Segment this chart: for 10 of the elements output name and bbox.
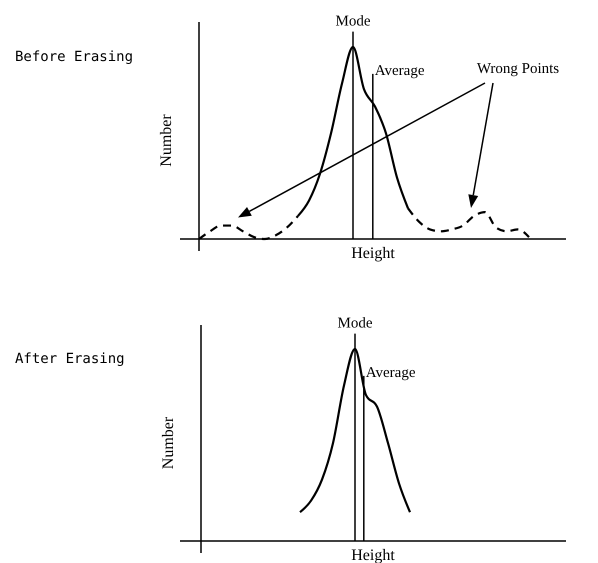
x-axis-title: Height: [351, 245, 396, 262]
text: Before Erasing: [15, 49, 134, 65]
text: After Erasing: [15, 351, 125, 367]
annotation: Average: [366, 364, 416, 381]
y-axis-title: Number: [158, 114, 175, 167]
annotation: Average: [374, 62, 425, 79]
text: Mode: [338, 316, 373, 332]
text: Mode: [336, 14, 371, 30]
y-axis-title: Number: [160, 416, 177, 470]
annotation: Wrong Points: [476, 61, 560, 77]
